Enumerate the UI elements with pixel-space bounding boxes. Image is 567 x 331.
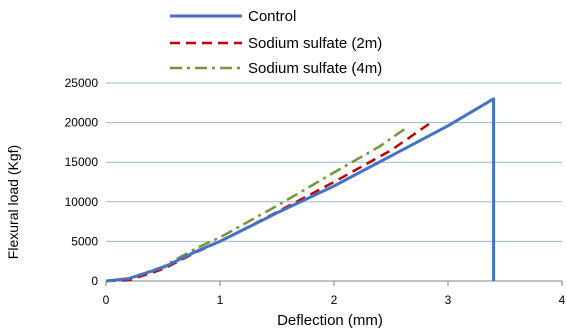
y-tick-label: 25000 [65,76,99,90]
y-tick-label: 20000 [65,116,99,130]
series-line-2 [105,125,409,283]
x-tick-labels: 0 1 2 3 4 [103,293,566,307]
y-tick-label: 10000 [65,195,99,209]
y-tick-label: 5000 [71,234,98,248]
axes [105,280,563,286]
legend-label: Sodium sulfate (2m) [248,35,382,52]
gridlines [106,82,562,242]
y-tick-label: 15000 [65,155,99,169]
x-tick-label: 2 [331,293,338,307]
x-tick-label: 0 [103,293,110,307]
x-axis-label: Deflection (mm) [277,312,383,329]
y-tick-label: 0 [91,274,98,288]
y-axis-label: Flexural load (Kgf) [5,145,21,259]
x-tick-label: 4 [559,293,566,307]
legend: Control Sodium sulfate (2m) Sodium sulfate… [170,8,382,77]
series-line-1 [105,121,432,283]
legend-label: Sodium sulfate (4m) [248,60,382,77]
series-lines [105,97,496,283]
y-tick-labels: 0 5000 10000 15000 20000 25000 [65,76,99,288]
legend-label: Control [248,8,296,25]
x-tick-label: 1 [217,293,224,307]
series-line-0 [105,97,496,283]
x-tick-label: 3 [445,293,452,307]
